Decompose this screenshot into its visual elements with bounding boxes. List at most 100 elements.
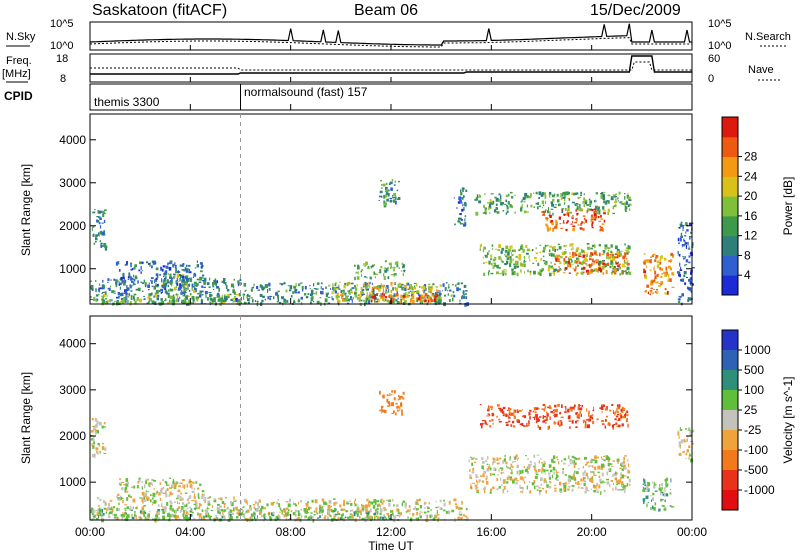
data-cell (579, 407, 582, 411)
data-cell (573, 268, 577, 272)
data-cell (621, 483, 623, 487)
data-cell (125, 483, 128, 487)
data-cell (253, 515, 255, 520)
data-cell (563, 458, 567, 461)
data-cell (652, 505, 654, 510)
data-cell (590, 200, 593, 204)
data-cell (590, 271, 593, 274)
data-cell (201, 517, 203, 520)
data-cell (570, 406, 572, 408)
data-cell (95, 510, 98, 512)
data-cell (278, 516, 281, 520)
data-cell (685, 453, 688, 456)
data-cell (166, 502, 169, 506)
data-cell (153, 493, 156, 498)
data-cell (328, 511, 331, 515)
data-cell (570, 408, 573, 412)
data-cell (560, 423, 563, 426)
data-cell (179, 277, 181, 282)
data-cell (178, 274, 182, 277)
data-cell (649, 269, 652, 271)
data-cell (508, 250, 511, 253)
data-cell (551, 203, 555, 207)
data-cell (576, 217, 578, 222)
data-cell (623, 260, 626, 262)
data-cell (626, 257, 628, 260)
data-cell (119, 286, 121, 290)
data-cell (460, 200, 462, 203)
data-cell (561, 251, 564, 255)
data-cell (195, 500, 197, 504)
data-cell (366, 284, 369, 287)
data-cell (588, 410, 590, 414)
data-cell (218, 297, 220, 300)
data-cell (518, 257, 522, 261)
data-cell (257, 289, 260, 291)
data-cell (235, 294, 239, 296)
data-cell (548, 214, 550, 217)
data-cell (181, 508, 183, 512)
data-cell (521, 469, 524, 474)
data-cell (293, 299, 295, 302)
data-cell (127, 300, 129, 304)
data-cell (454, 503, 457, 505)
data-cell (103, 426, 107, 428)
data-cell (246, 499, 248, 504)
data-cell (376, 507, 379, 511)
data-cell (559, 481, 562, 486)
data-cell (661, 483, 664, 487)
data-cell (139, 298, 142, 303)
data-cell (322, 291, 324, 295)
data-cell (396, 406, 399, 409)
data-cell (396, 514, 399, 517)
data-cell (101, 301, 104, 306)
data-cell (133, 278, 136, 281)
data-cell (682, 224, 685, 226)
data-cell (590, 214, 594, 219)
data-cell (306, 506, 307, 511)
data-cell (518, 470, 522, 475)
data-cell (510, 252, 512, 254)
data-cell (526, 485, 528, 490)
data-cell (157, 512, 160, 515)
data-cell (564, 191, 567, 196)
data-cell (439, 292, 442, 296)
data-cell (190, 514, 193, 517)
data-cell (534, 257, 537, 260)
data-cell (316, 512, 318, 515)
data-cell (237, 280, 240, 283)
data-cell (514, 477, 518, 481)
data-cell (553, 421, 556, 425)
data-cell (181, 279, 185, 283)
data-cell (404, 285, 407, 289)
data-cell (500, 471, 503, 475)
data-cell (394, 180, 396, 183)
data-cell (141, 506, 145, 510)
data-cell (350, 282, 354, 285)
data-cell (357, 514, 359, 518)
data-cell (562, 222, 565, 224)
data-cell (351, 514, 354, 518)
data-cell (217, 510, 220, 514)
data-cell (683, 238, 685, 242)
data-cell (513, 415, 516, 419)
data-cell (360, 273, 363, 277)
data-cell (548, 264, 551, 269)
data-cell (423, 507, 427, 509)
data-cell (663, 508, 667, 511)
data-cell (366, 295, 369, 298)
data-cell (167, 285, 169, 288)
data-cell (600, 214, 602, 218)
data-cell (155, 514, 157, 517)
data-cell (319, 507, 322, 511)
data-cell (335, 286, 339, 289)
data-cell (490, 258, 492, 261)
data-cell (287, 503, 291, 508)
data-cell (256, 502, 259, 506)
data-cell (162, 492, 166, 494)
data-cell (609, 254, 612, 256)
data-cell (575, 192, 578, 195)
data-cell (185, 509, 187, 512)
data-cell (199, 503, 202, 507)
data-cell (185, 268, 189, 271)
